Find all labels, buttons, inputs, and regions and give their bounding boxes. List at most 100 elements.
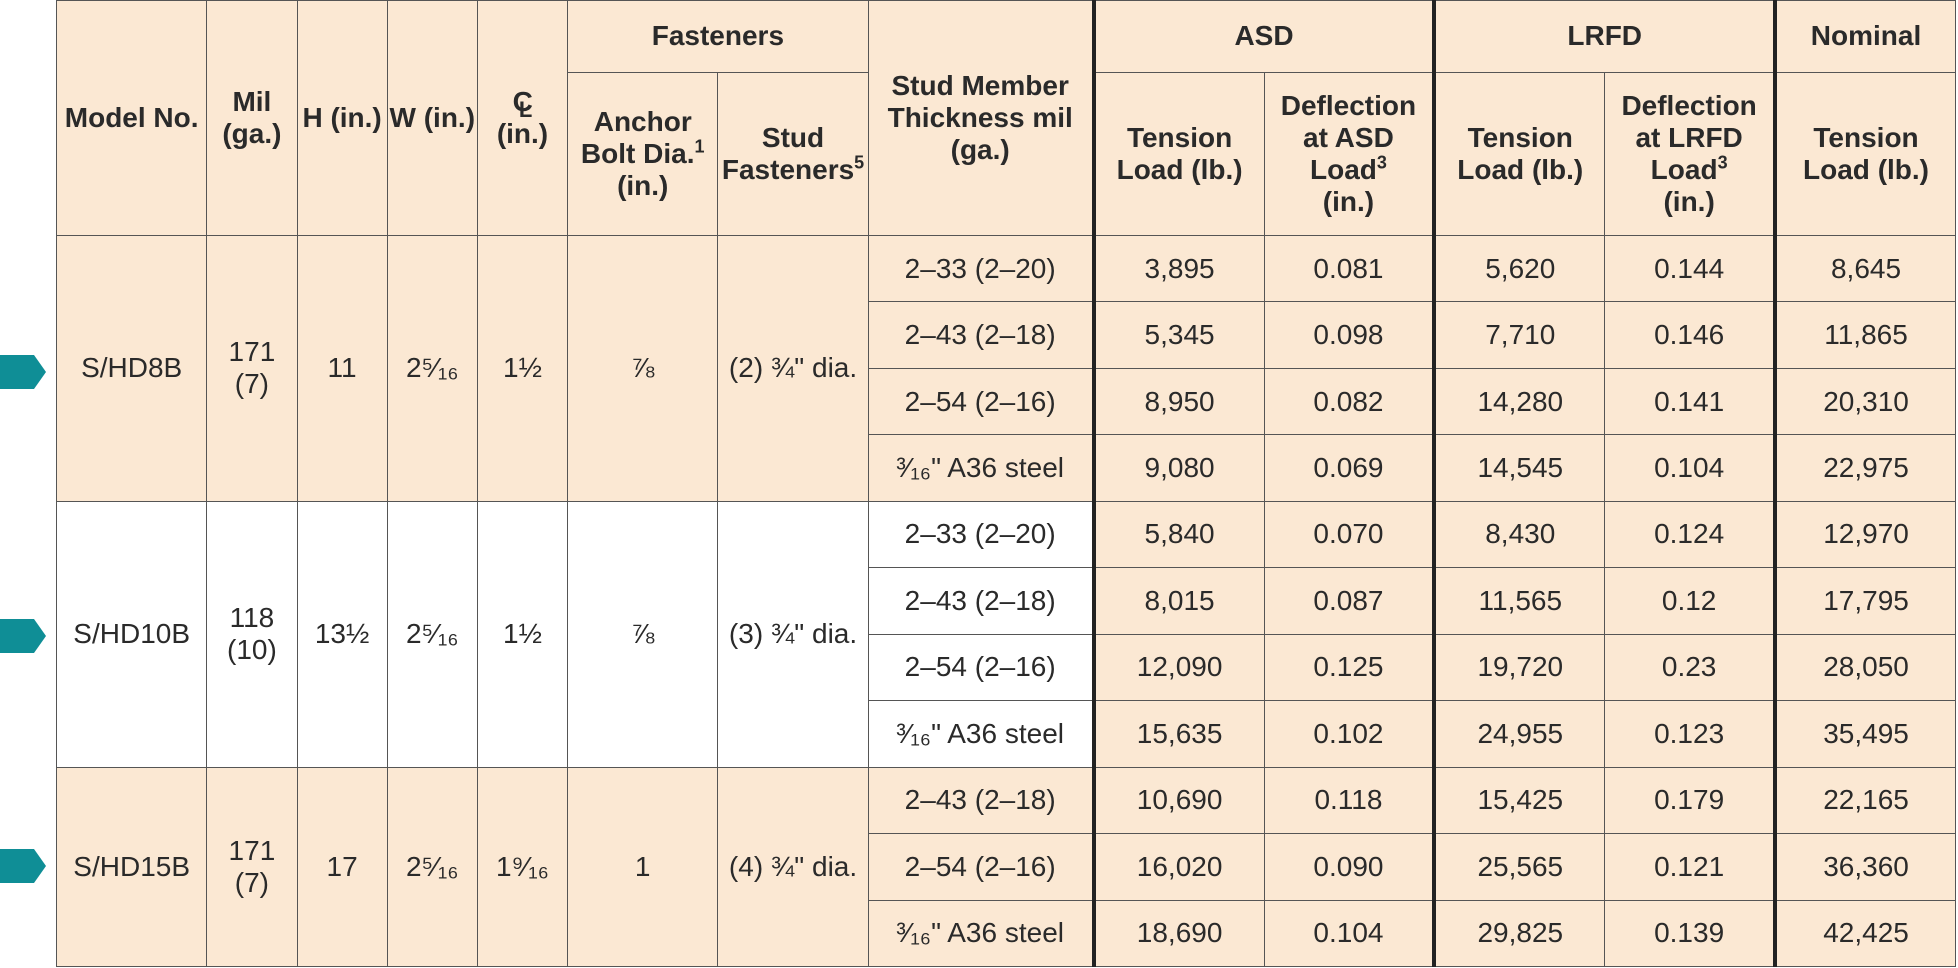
model-cell: S/HD10B xyxy=(55,500,208,768)
asd-tension-cell: 5,840 xyxy=(1091,500,1265,569)
asd-deflection-cell: 0.082 xyxy=(1263,367,1435,436)
model-cell: S/HD15B xyxy=(55,766,208,968)
asd-tension-cell: 9,080 xyxy=(1091,434,1265,502)
nominal-cell: 12,970 xyxy=(1773,500,1957,569)
table-row: 2–54 (2–16) 12,090 0.125 19,720 0.23 28,… xyxy=(57,633,1957,702)
w-cell: 2⁵⁄₁₆ xyxy=(386,500,478,768)
mil-cell: 118 (10) xyxy=(206,500,298,768)
lrfd-deflection-cell: 0.139 xyxy=(1604,899,1776,968)
anchor-cell: 1 xyxy=(567,766,719,968)
lrfd-tension-cell: 11,565 xyxy=(1432,567,1606,635)
header-model-no: Model No. xyxy=(55,0,208,236)
header-lrfd-deflection: Deflection at LRFD Load3 (in.) xyxy=(1604,72,1776,236)
lrfd-deflection-cell: 0.23 xyxy=(1604,633,1776,702)
cl-cell: 1½ xyxy=(476,500,569,768)
stud-member-cell: 2–43 (2–18) xyxy=(867,567,1095,635)
table-row: 2–43 (2–18) 8,015 0.087 11,565 0.12 17,7… xyxy=(57,567,1957,635)
asd-deflection-cell: 0.118 xyxy=(1263,766,1435,835)
table-row: 2–43 (2–18) 5,345 0.098 7,710 0.146 11,8… xyxy=(56,301,1957,369)
asd-tension-cell: 8,015 xyxy=(1091,567,1265,635)
nominal-cell: 35,495 xyxy=(1773,700,1957,768)
header-stud-member: Stud Member Thickness mil (ga.) xyxy=(867,0,1095,236)
header-mil: Mil (ga.) xyxy=(206,0,298,236)
lrfd-tension-cell: 29,825 xyxy=(1432,899,1606,968)
lrfd-deflection-cell: 0.144 xyxy=(1604,234,1776,303)
w-cell: 2⁵⁄₁₆ xyxy=(386,766,478,968)
lrfd-tension-cell: 14,545 xyxy=(1432,434,1606,502)
stud-member-cell: 2–54 (2–16) xyxy=(867,633,1095,702)
stud-fasteners-cell: (4) ¾" dia. xyxy=(717,766,869,968)
pentagon-arrow-icon xyxy=(0,849,46,883)
asd-tension-cell: 8,950 xyxy=(1091,367,1265,436)
lrfd-tension-cell: 25,565 xyxy=(1432,833,1606,901)
holdown-table: Model No. Mil (ga.) H (in.) W (in.) CL (… xyxy=(55,0,1957,968)
lrfd-deflection-cell: 0.121 xyxy=(1604,833,1776,901)
header-asd-tension: Tension Load (lb.) xyxy=(1091,72,1265,236)
nominal-cell: 42,425 xyxy=(1773,899,1957,968)
nominal-cell: 36,360 xyxy=(1773,833,1957,901)
header-w: W (in.) xyxy=(386,0,478,236)
h-cell: 13½ xyxy=(296,500,388,768)
mil-cell: 171 (7) xyxy=(206,766,298,968)
nominal-cell: 22,165 xyxy=(1773,766,1957,835)
stud-member-cell: 2–43 (2–18) xyxy=(867,766,1095,835)
lrfd-deflection-cell: 0.104 xyxy=(1604,434,1776,502)
row-marker-1 xyxy=(0,355,46,389)
asd-tension-cell: 3,895 xyxy=(1091,234,1265,303)
asd-tension-cell: 12,090 xyxy=(1091,633,1265,702)
header-nominal-tension: Tension Load (lb.) xyxy=(1773,72,1957,236)
header-h: H (in.) xyxy=(296,0,388,236)
asd-tension-cell: 10,690 xyxy=(1091,766,1265,835)
anchor-cell: ⅞ xyxy=(567,500,719,768)
lrfd-tension-cell: 8,430 xyxy=(1432,500,1606,569)
cl-unit: (in.) xyxy=(496,118,549,149)
header-lrfd-tension: Tension Load (lb.) xyxy=(1432,72,1606,236)
stud-member-cell: 2–33 (2–20) xyxy=(867,500,1095,569)
cl-cell: 1½ xyxy=(476,235,569,502)
asd-tension-cell: 18,690 xyxy=(1091,899,1265,968)
header-asd: ASD xyxy=(1091,0,1435,73)
row-marker-3 xyxy=(0,849,46,883)
header-stud-fasteners: Stud Fasteners5 xyxy=(717,72,869,236)
table-row: ³⁄₁₆" A36 steel 15,635 0.102 24,955 0.12… xyxy=(57,700,1957,768)
table-body: S/HD8B 171 (7) 11 2⁵⁄₁₆ 1½ ⅞ (2) ¾" dia. … xyxy=(55,234,1957,968)
asd-deflection-cell: 0.125 xyxy=(1263,633,1435,702)
stud-fasteners-cell: (3) ¾" dia. xyxy=(717,500,869,768)
asd-deflection-cell: 0.102 xyxy=(1263,700,1435,768)
holdown-table-wrap: Model No. Mil (ga.) H (in.) W (in.) CL (… xyxy=(55,0,1957,968)
cl-symbol: CL xyxy=(512,85,533,122)
asd-tension-cell: 16,020 xyxy=(1091,833,1265,901)
nominal-cell: 28,050 xyxy=(1773,633,1957,702)
pentagon-arrow-icon xyxy=(0,619,46,653)
stud-member-cell: 2–43 (2–18) xyxy=(867,301,1095,369)
table-header: Model No. Mil (ga.) H (in.) W (in.) CL (… xyxy=(55,0,1957,236)
lrfd-tension-cell: 14,280 xyxy=(1432,367,1606,436)
asd-deflection-cell: 0.090 xyxy=(1263,833,1435,901)
nominal-cell: 17,795 xyxy=(1773,567,1957,635)
asd-deflection-cell: 0.069 xyxy=(1263,434,1435,502)
asd-tension-cell: 15,635 xyxy=(1091,700,1265,768)
asd-deflection-cell: 0.081 xyxy=(1263,234,1435,303)
stud-fasteners-cell: (2) ¾" dia. xyxy=(717,235,869,502)
cl-cell: 1⁹⁄₁₆ xyxy=(476,766,569,968)
h-cell: 11 xyxy=(296,235,388,502)
header-fasteners: Fasteners xyxy=(567,0,869,73)
nominal-cell: 20,310 xyxy=(1773,367,1957,436)
pentagon-arrow-icon xyxy=(0,355,46,389)
lrfd-deflection-cell: 0.179 xyxy=(1604,766,1776,835)
stud-member-cell: ³⁄₁₆" A36 steel xyxy=(867,700,1095,768)
lrfd-deflection-cell: 0.123 xyxy=(1604,700,1776,768)
asd-deflection-cell: 0.087 xyxy=(1263,567,1435,635)
header-cl: CL (in.) xyxy=(476,0,569,236)
lrfd-tension-cell: 7,710 xyxy=(1432,301,1606,369)
model-cell: S/HD8B xyxy=(55,235,208,502)
asd-deflection-cell: 0.098 xyxy=(1263,301,1435,369)
nominal-cell: 8,645 xyxy=(1773,234,1957,303)
row-marker-2 xyxy=(0,619,46,653)
mil-cell: 171 (7) xyxy=(206,235,298,502)
nominal-cell: 22,975 xyxy=(1773,434,1957,502)
stud-member-cell: 2–33 (2–20) xyxy=(867,234,1095,303)
stud-member-cell: 2–54 (2–16) xyxy=(867,367,1095,436)
header-lrfd: LRFD xyxy=(1432,0,1776,73)
header-nominal: Nominal xyxy=(1773,0,1957,73)
